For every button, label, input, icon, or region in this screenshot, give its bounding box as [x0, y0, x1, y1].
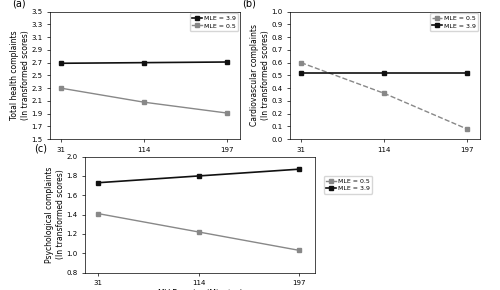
- Y-axis label: Psychological complaints
(ln transformed scores): Psychological complaints (ln transformed…: [46, 166, 64, 263]
- Line: MLE = 3.9: MLE = 3.9: [299, 71, 469, 75]
- Y-axis label: Total health complaints
(ln transformed scores): Total health complaints (ln transformed …: [10, 30, 29, 120]
- MLE = 0.5: [224, 111, 230, 115]
- MLE = 0.5: [96, 212, 102, 215]
- MLE = 0.5: [298, 61, 304, 64]
- MLE = 3.9: [96, 181, 102, 184]
- MLE = 0.5: [296, 249, 302, 252]
- MLE = 0.5: [58, 86, 64, 90]
- Text: (a): (a): [12, 0, 26, 8]
- Legend: MLE = 0.5, MLE = 3.9: MLE = 0.5, MLE = 3.9: [324, 176, 372, 193]
- MLE = 3.9: [58, 61, 64, 65]
- MLE = 3.9: [464, 71, 470, 75]
- MLE = 3.9: [196, 174, 202, 178]
- MLE = 3.9: [296, 167, 302, 171]
- MLE = 3.9: [381, 71, 387, 75]
- MLE = 3.9: [298, 71, 304, 75]
- MLE = 3.9: [141, 61, 147, 64]
- X-axis label: MV Exercise (Minutes): MV Exercise (Minutes): [158, 289, 242, 290]
- MLE = 3.9: [224, 60, 230, 64]
- Line: MLE = 0.5: MLE = 0.5: [96, 211, 302, 253]
- Line: MLE = 0.5: MLE = 0.5: [59, 86, 229, 115]
- Text: (c): (c): [34, 144, 48, 154]
- Legend: MLE = 0.5, MLE = 3.9: MLE = 0.5, MLE = 3.9: [430, 13, 478, 31]
- Y-axis label: Cardiovascular complaints
(ln transformed scores): Cardiovascular complaints (ln transforme…: [250, 24, 270, 126]
- MLE = 0.5: [196, 230, 202, 234]
- Line: MLE = 0.5: MLE = 0.5: [299, 61, 469, 131]
- Legend: MLE = 3.9, MLE = 0.5: MLE = 3.9, MLE = 0.5: [190, 13, 238, 31]
- Line: MLE = 3.9: MLE = 3.9: [59, 60, 229, 65]
- Line: MLE = 3.9: MLE = 3.9: [96, 167, 302, 185]
- MLE = 0.5: [464, 127, 470, 131]
- MLE = 0.5: [141, 100, 147, 104]
- MLE = 0.5: [381, 92, 387, 95]
- Text: (b): (b): [242, 0, 256, 8]
